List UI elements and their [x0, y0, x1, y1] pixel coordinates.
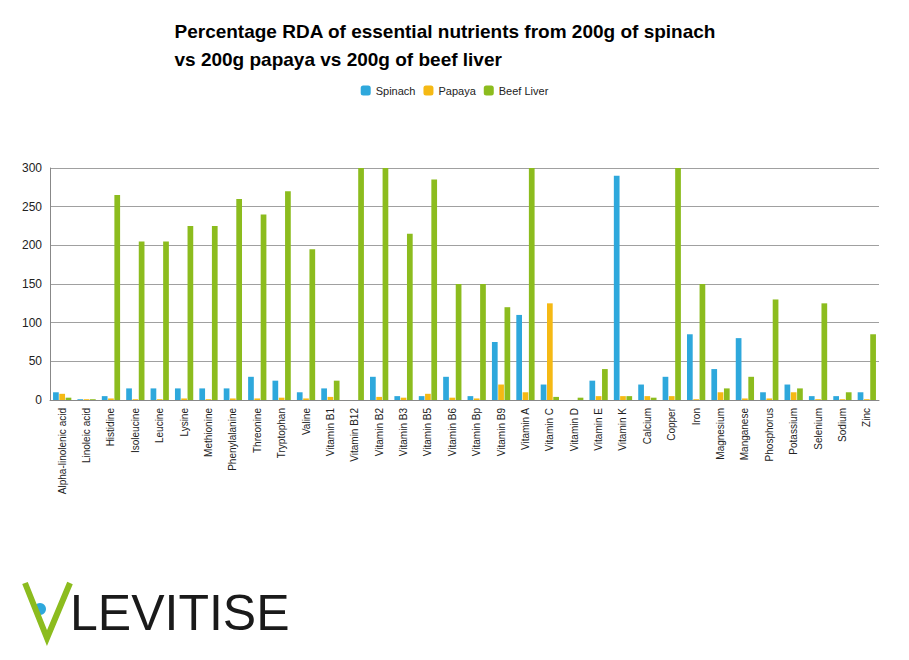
svg-text:Percentage RDA of essential nu: Percentage RDA of essential nutrients fr…	[175, 21, 721, 42]
svg-text:Selenium: Selenium	[813, 408, 824, 450]
svg-text:Vitamin B2: Vitamin B2	[374, 408, 385, 457]
svg-text:Vitamin B5: Vitamin B5	[422, 408, 433, 457]
svg-text:Vitamin E: Vitamin E	[593, 408, 604, 451]
svg-text:vs 200g papaya vs 200g of beef: vs 200g papaya vs 200g of beef liver	[175, 49, 503, 70]
svg-text:Papaya: Papaya	[438, 85, 476, 97]
svg-text:Methionine: Methionine	[203, 408, 214, 457]
svg-text:Tryptophan: Tryptophan	[276, 408, 287, 458]
svg-text:Vitamin B6: Vitamin B6	[447, 408, 458, 457]
svg-text:200: 200	[22, 238, 42, 252]
svg-text:Lysine: Lysine	[179, 408, 190, 437]
svg-text:100: 100	[22, 316, 42, 330]
svg-text:Vitamin C: Vitamin C	[544, 408, 555, 451]
svg-text:Sodium: Sodium	[837, 408, 848, 442]
svg-text:0: 0	[35, 393, 42, 407]
svg-text:300: 300	[22, 161, 42, 175]
svg-text:Valine: Valine	[301, 408, 312, 435]
svg-text:Spinach: Spinach	[376, 85, 416, 97]
svg-text:Manganese: Manganese	[739, 408, 750, 461]
svg-text:Iron: Iron	[691, 408, 702, 425]
svg-text:LEVITISE: LEVITISE	[70, 585, 290, 641]
svg-text:Zinc: Zinc	[861, 408, 872, 427]
svg-text:150: 150	[22, 277, 42, 291]
svg-text:Vitamin A: Vitamin A	[520, 408, 531, 450]
svg-text:Phosphorus: Phosphorus	[764, 408, 775, 461]
svg-text:Alpha-linolenic acid: Alpha-linolenic acid	[57, 408, 68, 494]
svg-text:Threonine: Threonine	[252, 408, 263, 453]
svg-text:Vitamin B3: Vitamin B3	[398, 408, 409, 457]
svg-text:Isoleucine: Isoleucine	[130, 408, 141, 453]
svg-text:Vitamin B9: Vitamin B9	[496, 408, 507, 457]
svg-text:250: 250	[22, 200, 42, 214]
svg-text:Leucine: Leucine	[154, 408, 165, 443]
svg-text:Calcium: Calcium	[642, 408, 653, 444]
svg-text:Copper: Copper	[666, 407, 677, 440]
svg-text:Linoleic acid: Linoleic acid	[81, 408, 92, 463]
svg-text:Magnesium: Magnesium	[715, 408, 726, 460]
svg-text:Vitamin B12: Vitamin B12	[349, 408, 360, 462]
svg-text:Vitamin Bp: Vitamin Bp	[471, 408, 482, 457]
svg-text:Vitamin B1: Vitamin B1	[325, 408, 336, 457]
svg-text:Histidine: Histidine	[105, 408, 116, 447]
svg-text:Beef Liver: Beef Liver	[499, 85, 549, 97]
svg-text:Potassium: Potassium	[788, 408, 799, 455]
svg-text:Phenylalanine: Phenylalanine	[227, 408, 238, 471]
svg-text:Vitamin K: Vitamin K	[617, 408, 628, 451]
svg-text:Vitamin D: Vitamin D	[569, 408, 580, 451]
svg-text:50: 50	[29, 354, 43, 368]
